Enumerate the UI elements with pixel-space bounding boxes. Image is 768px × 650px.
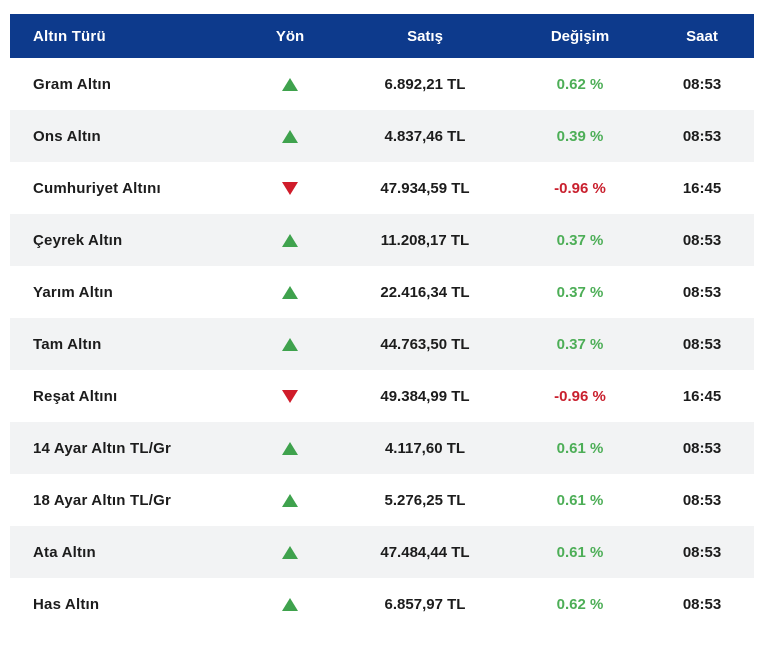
table-header: Altın Türü Yön Satış Değişim Saat — [10, 14, 754, 58]
gold-type-label: 14 Ayar Altın TL/Gr — [33, 439, 171, 457]
up-triangle-icon — [282, 442, 298, 456]
change-value: 0.62 % — [556, 75, 604, 93]
time-value: 08:53 — [682, 283, 722, 301]
change-value: 0.61 % — [556, 543, 604, 561]
time-value: 08:53 — [682, 75, 722, 93]
change-value: 0.39 % — [556, 127, 604, 145]
price-value: 4.837,46 TL — [384, 127, 466, 145]
table-row[interactable]: Gram Altın 6.892,21 TL 0.62 % 08:53 — [10, 58, 754, 110]
time-value: 16:45 — [682, 179, 722, 197]
change-value: -0.96 % — [554, 179, 606, 197]
table-row[interactable]: Cumhuriyet Altını 47.934,59 TL -0.96 % 1… — [10, 162, 754, 214]
change-value: 0.61 % — [556, 439, 604, 457]
down-triangle-icon — [282, 390, 298, 404]
price-value: 5.276,25 TL — [384, 491, 466, 509]
price-value: 47.484,44 TL — [380, 543, 470, 561]
gold-prices-table: Altın Türü Yön Satış Değişim Saat Gram A… — [10, 14, 754, 630]
down-triangle-icon — [282, 182, 298, 196]
price-value: 22.416,34 TL — [380, 283, 470, 301]
time-value: 08:53 — [682, 439, 722, 457]
time-value: 08:53 — [682, 231, 722, 249]
change-value: 0.62 % — [556, 595, 604, 613]
time-value: 16:45 — [682, 387, 722, 405]
table-row[interactable]: Ata Altın 47.484,44 TL 0.61 % 08:53 — [10, 526, 754, 578]
table-body: Gram Altın 6.892,21 TL 0.62 % 08:53 Ons … — [10, 58, 754, 630]
time-value: 08:53 — [682, 491, 722, 509]
header-cell-gold-type: Altın Türü — [33, 27, 106, 45]
up-triangle-icon — [282, 130, 298, 144]
change-value: 0.37 % — [556, 335, 604, 353]
table-row[interactable]: Tam Altın 44.763,50 TL 0.37 % 08:53 — [10, 318, 754, 370]
price-value: 44.763,50 TL — [380, 335, 470, 353]
gold-type-label: Ons Altın — [33, 127, 101, 145]
price-value: 4.117,60 TL — [384, 439, 466, 457]
price-value: 49.384,99 TL — [380, 387, 470, 405]
table-row[interactable]: 14 Ayar Altın TL/Gr 4.117,60 TL 0.61 % 0… — [10, 422, 754, 474]
price-value: 11.208,17 TL — [380, 231, 470, 249]
up-triangle-icon — [282, 338, 298, 352]
change-value: 0.61 % — [556, 491, 604, 509]
table-row[interactable]: 18 Ayar Altın TL/Gr 5.276,25 TL 0.61 % 0… — [10, 474, 754, 526]
table-row[interactable]: Ons Altın 4.837,46 TL 0.39 % 08:53 — [10, 110, 754, 162]
change-value: 0.37 % — [556, 283, 604, 301]
change-value: -0.96 % — [554, 387, 606, 405]
time-value: 08:53 — [682, 335, 722, 353]
up-triangle-icon — [282, 494, 298, 508]
up-triangle-icon — [282, 234, 298, 248]
table-row[interactable]: Çeyrek Altın 11.208,17 TL 0.37 % 08:53 — [10, 214, 754, 266]
table-row[interactable]: Reşat Altını 49.384,99 TL -0.96 % 16:45 — [10, 370, 754, 422]
header-cell-time: Saat — [686, 27, 718, 45]
table-row[interactable]: Yarım Altın 22.416,34 TL 0.37 % 08:53 — [10, 266, 754, 318]
gold-type-label: Reşat Altını — [33, 387, 118, 405]
gold-type-label: Yarım Altın — [33, 283, 113, 301]
gold-type-label: Cumhuriyet Altını — [33, 179, 161, 197]
gold-type-label: Has Altın — [33, 595, 100, 613]
up-triangle-icon — [282, 78, 298, 92]
time-value: 08:53 — [682, 543, 722, 561]
gold-type-label: Tam Altın — [33, 335, 102, 353]
price-value: 47.934,59 TL — [380, 179, 470, 197]
gold-type-label: Gram Altın — [33, 75, 112, 93]
price-value: 6.892,21 TL — [384, 75, 466, 93]
gold-type-label: 18 Ayar Altın TL/Gr — [33, 491, 171, 509]
header-cell-direction: Yön — [275, 27, 305, 45]
change-value: 0.37 % — [556, 231, 604, 249]
up-triangle-icon — [282, 286, 298, 300]
up-triangle-icon — [282, 546, 298, 560]
gold-type-label: Çeyrek Altın — [33, 231, 123, 249]
price-value: 6.857,97 TL — [384, 595, 466, 613]
up-triangle-icon — [282, 598, 298, 612]
time-value: 08:53 — [682, 127, 722, 145]
time-value: 08:53 — [682, 595, 722, 613]
table-row[interactable]: Has Altın 6.857,97 TL 0.62 % 08:53 — [10, 578, 754, 630]
header-cell-change: Değişim — [550, 27, 610, 45]
gold-type-label: Ata Altın — [33, 543, 96, 561]
header-cell-price: Satış — [407, 27, 443, 45]
